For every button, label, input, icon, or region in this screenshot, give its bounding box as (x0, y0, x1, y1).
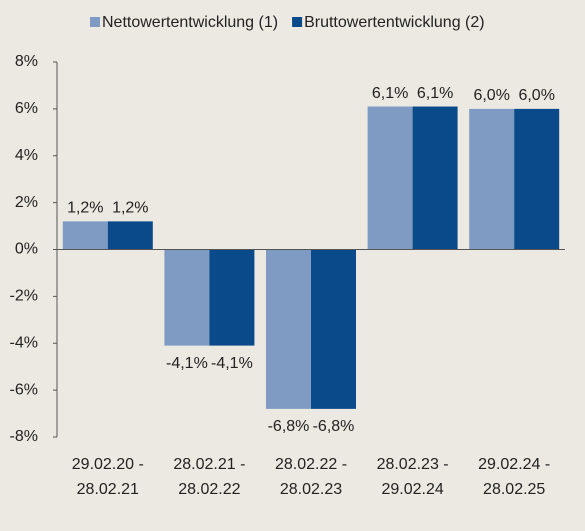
bar (367, 106, 413, 250)
data-label: 6,0% (473, 87, 509, 104)
y-tick-label: -6% (10, 381, 38, 398)
bar (412, 106, 458, 250)
y-tick-label: 2% (15, 194, 38, 211)
bar (514, 108, 560, 250)
legend-swatch (292, 17, 303, 27)
bar (209, 249, 255, 346)
y-tick-label: -2% (10, 288, 38, 305)
legend-label: Nettowertentwicklung (1) (102, 14, 278, 31)
bar (266, 249, 311, 409)
bar (311, 249, 356, 409)
bar (164, 249, 210, 346)
data-label: 6,0% (518, 87, 554, 104)
data-label: 1,2% (112, 200, 148, 217)
y-tick-label: -4% (10, 334, 38, 351)
y-tick-label: 8% (15, 53, 38, 70)
legend-swatch (90, 17, 100, 27)
data-label: 6,1% (372, 85, 408, 102)
y-tick-label: 0% (15, 241, 38, 258)
y-tick-label: -8% (10, 428, 38, 445)
x-tick-label: 29.02.24 -28.02.25 (478, 456, 550, 498)
data-label: 6,1% (417, 85, 453, 102)
data-label: -4,1% (166, 355, 208, 372)
x-tick-label: 29.02.20 -28.02.21 (72, 456, 144, 498)
y-tick-label: 4% (15, 147, 38, 164)
legend-label: Bruttowertentwicklung (2) (304, 14, 485, 31)
x-tick-label: 28.02.22 -28.02.23 (275, 456, 347, 498)
y-tick-label: 6% (15, 100, 38, 117)
x-tick-label: 28.02.23 -29.02.24 (377, 456, 449, 498)
bar (107, 221, 153, 250)
data-label: -6,8% (313, 418, 355, 435)
x-tick-label: 28.02.21 -28.02.22 (173, 456, 245, 498)
data-label: -4,1% (211, 355, 253, 372)
data-label: -6,8% (268, 418, 310, 435)
data-label: 1,2% (67, 200, 103, 217)
bar (62, 221, 108, 250)
bar (469, 108, 515, 250)
